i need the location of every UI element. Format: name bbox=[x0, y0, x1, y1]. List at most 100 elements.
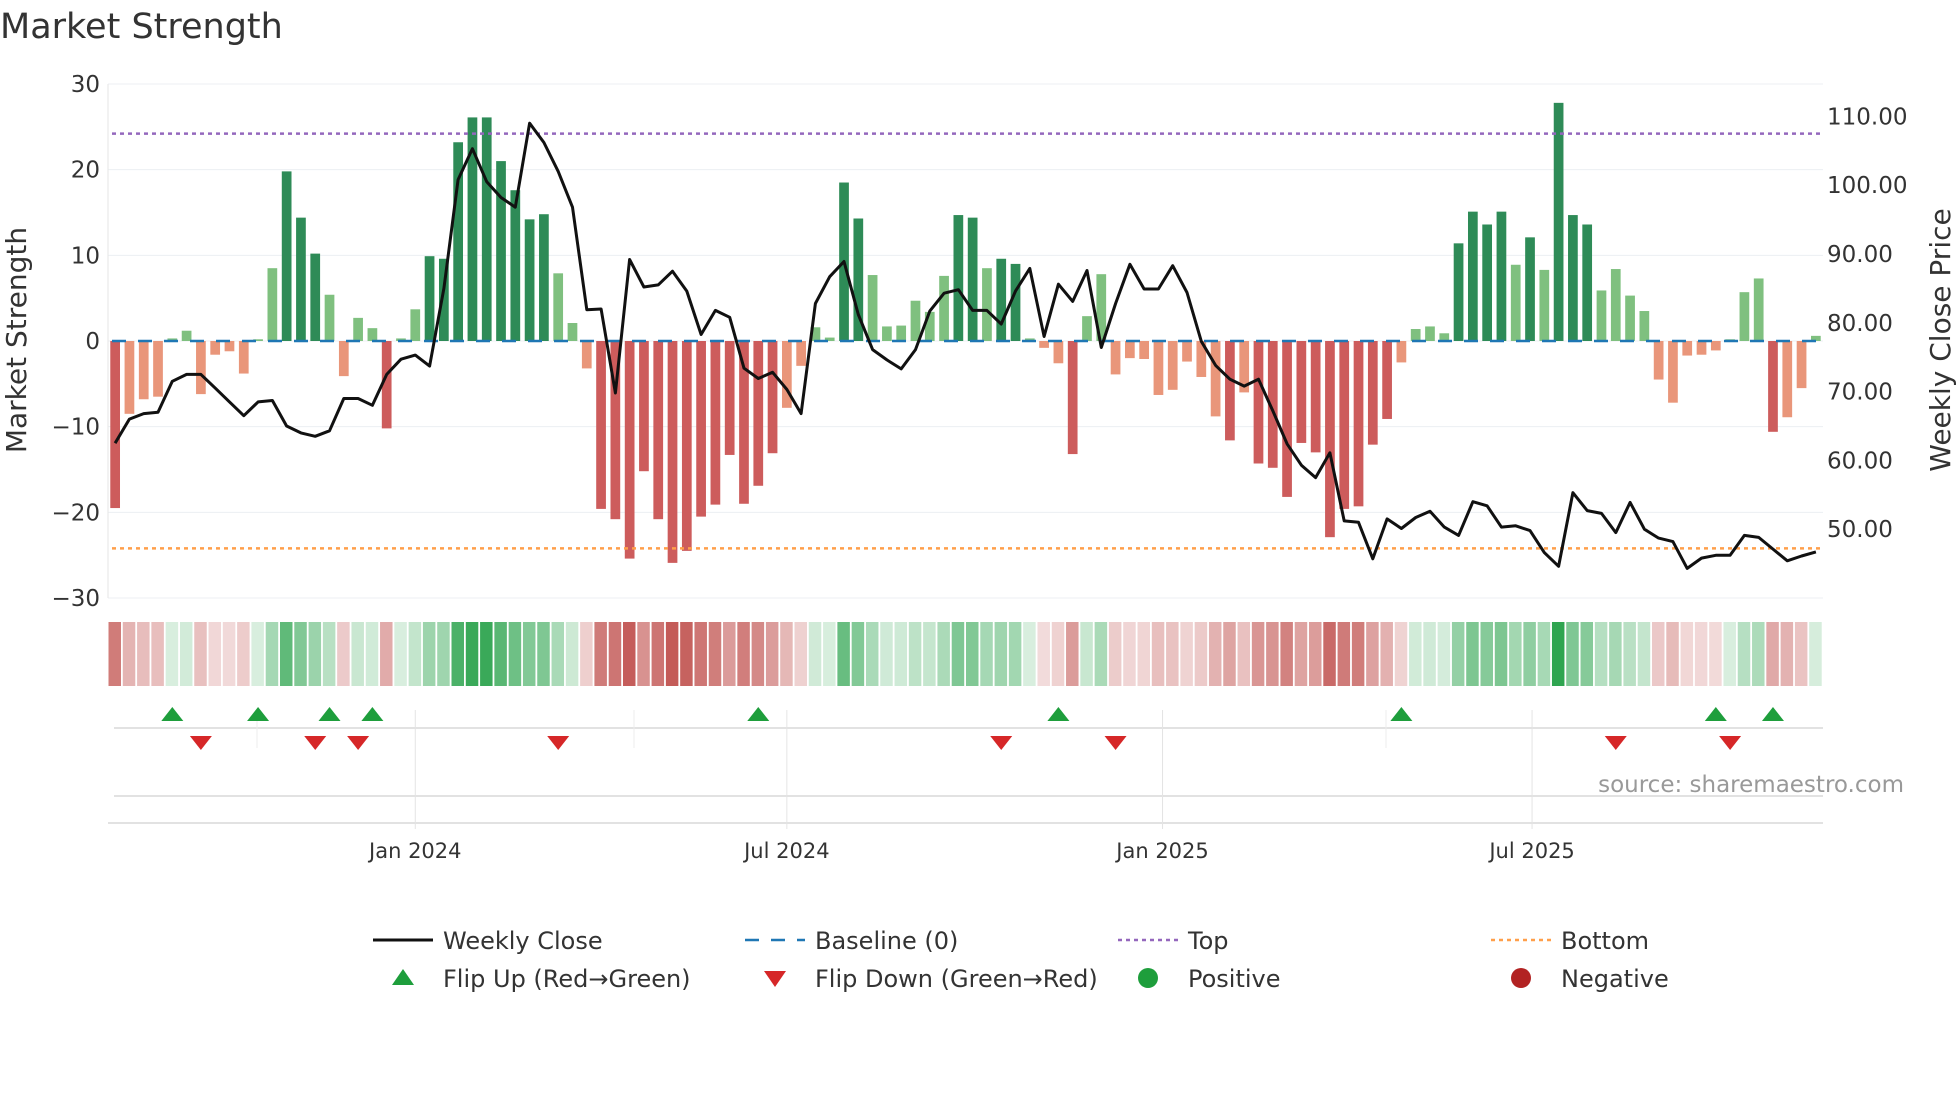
strength-bar bbox=[1410, 329, 1421, 341]
strength-bar bbox=[1739, 292, 1750, 341]
strength-bar bbox=[1768, 341, 1778, 432]
strength-bar bbox=[967, 217, 978, 341]
source-credit: source: sharemaestro.com bbox=[1598, 772, 1904, 798]
left-axis-tick: −20 bbox=[51, 500, 100, 526]
heat-cell bbox=[1494, 622, 1508, 686]
flip-down-marker bbox=[304, 736, 327, 750]
heat-cell bbox=[1351, 622, 1365, 686]
heat-cell bbox=[151, 622, 164, 686]
strength-bar bbox=[553, 273, 564, 341]
heat-cell bbox=[308, 622, 322, 686]
heat-cell bbox=[422, 622, 436, 686]
strength-bar bbox=[1425, 326, 1435, 341]
heat-cell bbox=[1466, 622, 1479, 686]
weekly-close-line bbox=[113, 121, 1817, 570]
legend-label: Bottom bbox=[1561, 927, 1649, 955]
strength-bar bbox=[1253, 341, 1264, 464]
heat-cell bbox=[1737, 622, 1751, 686]
heat-cell bbox=[1394, 622, 1408, 686]
strength-bar bbox=[1267, 341, 1278, 468]
strength-bar bbox=[896, 325, 907, 341]
strength-bar bbox=[696, 341, 706, 517]
flip-up-marker bbox=[247, 707, 270, 721]
heat-cell bbox=[551, 622, 565, 686]
heat-cell bbox=[723, 622, 736, 686]
strength-bar bbox=[1510, 264, 1521, 341]
strength-bar bbox=[1653, 341, 1664, 380]
heat-cell bbox=[465, 622, 479, 686]
strength-bar bbox=[224, 341, 235, 352]
strength-bar bbox=[767, 341, 778, 454]
right-axis-tick: 110.00 bbox=[1827, 104, 1907, 130]
strength-bar bbox=[1367, 341, 1378, 445]
strength-bar bbox=[1096, 274, 1107, 341]
heat-cell bbox=[1752, 622, 1765, 686]
strength-bar bbox=[424, 256, 435, 341]
strength-bar bbox=[1182, 341, 1192, 362]
heat-cell bbox=[851, 622, 865, 686]
strength-bar bbox=[1482, 224, 1493, 341]
strength-bar bbox=[781, 341, 792, 408]
strength-bar bbox=[1810, 335, 1821, 341]
heat-cell bbox=[1023, 622, 1036, 686]
legend-label: Weekly Close bbox=[443, 927, 603, 955]
strength-bar bbox=[1124, 341, 1135, 359]
heat-cell bbox=[1380, 622, 1393, 686]
strength-bar bbox=[853, 218, 864, 341]
strength-bar bbox=[639, 341, 649, 472]
heat-cell bbox=[694, 622, 707, 686]
strength-bar bbox=[1053, 341, 1064, 364]
heat-cell bbox=[1423, 622, 1436, 686]
strength-bar bbox=[1610, 269, 1621, 341]
flip-down-marker bbox=[1719, 736, 1742, 750]
strength-bar bbox=[939, 275, 949, 341]
left-axis-tick: 20 bbox=[71, 158, 100, 184]
strength-bar bbox=[1353, 341, 1364, 507]
heat-cell bbox=[108, 622, 121, 686]
heat-cell bbox=[1652, 622, 1665, 686]
heat-cell bbox=[808, 622, 822, 686]
heat-cell bbox=[1237, 622, 1251, 686]
heat-cell bbox=[565, 622, 579, 686]
flip-up-marker bbox=[1761, 707, 1784, 721]
heat-cell bbox=[1623, 622, 1636, 686]
flip-up-marker bbox=[1390, 707, 1413, 721]
heat-cell bbox=[337, 622, 350, 686]
flip-up-marker bbox=[1047, 707, 1070, 721]
heat-cell bbox=[894, 622, 908, 686]
heat-cell bbox=[1680, 622, 1694, 686]
strength-bar bbox=[624, 341, 635, 559]
heat-cell bbox=[623, 622, 636, 686]
heat-cell bbox=[380, 622, 393, 686]
strength-bar bbox=[410, 309, 421, 341]
strength-bar bbox=[138, 341, 149, 400]
strength-bar bbox=[710, 341, 721, 505]
strength-bar bbox=[1582, 224, 1593, 341]
strength-bars bbox=[110, 102, 1821, 563]
heat-cell bbox=[437, 622, 450, 686]
legend-label: Flip Down (Green→Red) bbox=[815, 965, 1098, 993]
strength-bar bbox=[481, 117, 492, 341]
strength-bar bbox=[1696, 341, 1707, 355]
heat-cell bbox=[494, 622, 507, 686]
strength-bar bbox=[1553, 102, 1564, 341]
legend-dot bbox=[1138, 968, 1158, 988]
heat-cell bbox=[1366, 622, 1379, 686]
strength-bar bbox=[1325, 341, 1335, 538]
strength-bar bbox=[667, 341, 678, 563]
heat-cell bbox=[1637, 622, 1651, 686]
heat-cell bbox=[1766, 622, 1779, 686]
heat-cell bbox=[237, 622, 250, 686]
heat-cell bbox=[680, 622, 693, 686]
strength-bar bbox=[381, 341, 392, 429]
heat-cell bbox=[580, 622, 593, 686]
heat-cell bbox=[1551, 622, 1565, 686]
legend-label: Baseline (0) bbox=[815, 927, 958, 955]
strength-bar bbox=[796, 341, 807, 366]
heat-cell bbox=[1251, 622, 1265, 686]
heat-cell bbox=[780, 622, 793, 686]
legend-label: Flip Up (Red→Green) bbox=[443, 965, 691, 993]
strength-bar bbox=[524, 219, 535, 341]
strength-bar bbox=[653, 341, 664, 520]
heat-cell bbox=[1509, 622, 1522, 686]
